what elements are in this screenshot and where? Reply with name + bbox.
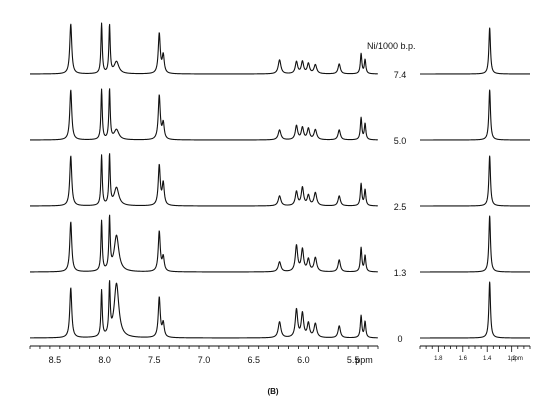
spectrum-right-1.3 [419,215,531,273]
spectrum-left-0 [29,280,379,339]
spectrum-left-1.3 [29,214,379,273]
x-axis-unit: ppm [511,356,523,362]
x-tick-label: 1.6 [459,356,468,362]
spectrum-left-5.0 [29,88,379,141]
spectrum-right-7.4 [419,27,531,75]
x-tick-label: 6.0 [297,355,310,365]
series-label: 0 [397,334,402,344]
x-tick-label: 8.5 [49,355,62,365]
x-axis-unit: ppm [355,355,373,365]
x-tick-label: 1.2 [507,356,516,362]
spectrum-right-0 [419,281,531,339]
spectrum-left-7.4 [29,22,379,75]
series-label: 2.5 [394,202,407,212]
series-header: Ni/1000 b.p. [367,41,416,51]
spectrum-right-2.5 [419,155,531,207]
series-label: 7.4 [394,70,407,80]
x-tick-label: 6.5 [247,355,260,365]
series-label: 1.3 [394,268,407,278]
x-tick-label: 7.0 [198,355,211,365]
x-tick-label: 1.4 [483,356,492,362]
spectrum-right-5.0 [419,89,531,141]
spectra-group: 7.4 5.0 2.5 1.3 0 [29,22,531,344]
panel-label: (B) [267,387,278,396]
spectrum-left-2.5 [29,153,379,207]
x-tick-label: 5.5 [347,355,360,365]
series-label: 5.0 [394,136,407,146]
x-tick-label: 1.8 [434,356,443,362]
x-tick-label: 7.5 [148,355,161,365]
x-tick-label: 8.0 [98,355,111,365]
